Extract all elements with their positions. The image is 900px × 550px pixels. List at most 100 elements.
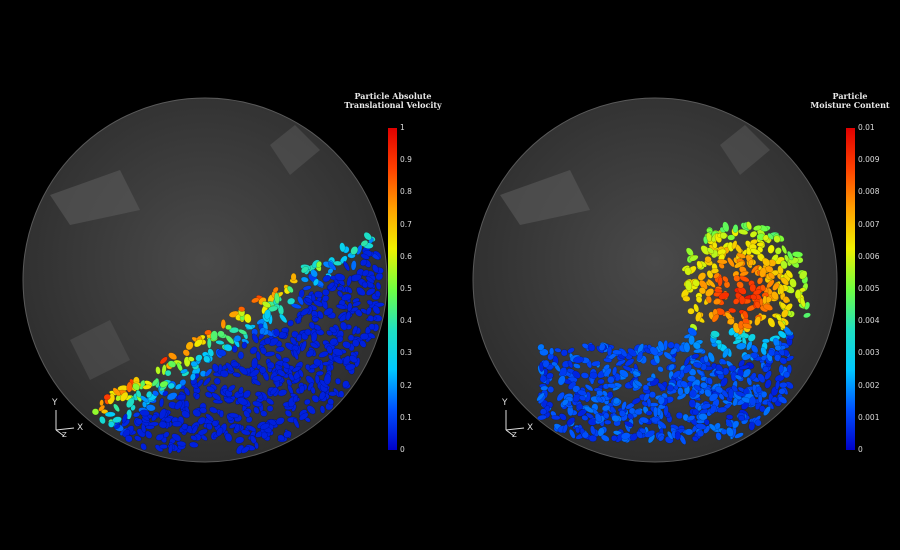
particle <box>199 407 207 414</box>
particle <box>572 385 581 393</box>
particle <box>557 375 566 386</box>
particle <box>704 256 712 263</box>
particle <box>746 221 752 231</box>
particle <box>268 419 277 426</box>
particle <box>596 389 604 397</box>
particle <box>289 336 297 345</box>
particle <box>742 368 752 378</box>
particle <box>240 446 250 454</box>
particle <box>237 351 245 360</box>
particle <box>351 325 358 335</box>
particle <box>668 363 675 371</box>
particle <box>196 379 204 388</box>
particle <box>738 364 750 370</box>
particle <box>615 359 626 366</box>
particle <box>558 413 567 421</box>
particle <box>737 286 747 295</box>
particle <box>253 406 260 414</box>
particle <box>228 412 239 419</box>
particle <box>310 386 316 395</box>
particle <box>575 426 580 434</box>
particle <box>750 344 759 354</box>
particle <box>182 349 190 357</box>
colorbar-tick-label: 1 <box>400 123 405 132</box>
particle <box>670 347 678 355</box>
particle <box>766 279 775 289</box>
particle <box>727 388 734 400</box>
particle <box>313 358 322 367</box>
particle <box>767 244 775 254</box>
particle <box>240 429 251 436</box>
particle <box>636 430 644 439</box>
particle <box>217 330 225 338</box>
particle <box>606 391 613 398</box>
particle-bed <box>91 232 385 455</box>
particle <box>736 252 746 259</box>
particle <box>614 382 622 388</box>
particle <box>693 384 702 391</box>
particle <box>780 277 789 286</box>
particle <box>298 384 305 394</box>
particle <box>146 390 153 399</box>
particle <box>199 370 207 378</box>
particle <box>341 293 352 301</box>
particle <box>151 378 159 387</box>
drum-lifter <box>270 125 320 175</box>
particle <box>220 319 226 329</box>
particle <box>251 378 261 386</box>
particle <box>578 395 587 401</box>
particle <box>657 420 667 429</box>
particle <box>734 432 744 439</box>
particle <box>768 348 776 357</box>
particle <box>368 323 376 331</box>
particle <box>708 423 717 431</box>
particle <box>693 303 700 313</box>
particle <box>726 427 734 437</box>
particle <box>163 431 170 438</box>
particle <box>125 435 133 443</box>
particle <box>773 235 781 243</box>
particle <box>698 287 706 295</box>
particle <box>731 420 740 429</box>
particle <box>764 265 774 273</box>
particle <box>346 275 352 287</box>
particle <box>739 270 749 277</box>
particle <box>225 335 235 345</box>
particle <box>277 434 286 442</box>
colorbar-tick-label: 0.004 <box>858 316 880 326</box>
particle <box>336 335 344 343</box>
particle <box>749 283 757 293</box>
axis-x-label: X <box>77 423 84 433</box>
particle <box>292 349 299 360</box>
particle <box>695 423 707 430</box>
particle <box>334 273 346 282</box>
particle <box>113 403 120 412</box>
particle <box>279 313 288 324</box>
particle <box>290 272 297 282</box>
particle <box>762 303 774 311</box>
particle <box>634 408 643 416</box>
particle <box>777 320 786 330</box>
particle <box>757 373 766 383</box>
particle <box>181 410 191 419</box>
particle <box>365 276 375 284</box>
particle <box>695 296 703 304</box>
particle <box>215 340 225 345</box>
colorbar-tick-label: 0.009 <box>858 155 880 165</box>
particle <box>193 338 203 348</box>
axis-y-label: Y <box>502 398 508 408</box>
particle <box>780 260 788 270</box>
particle <box>254 441 259 450</box>
particle <box>742 310 749 319</box>
particle <box>350 246 359 255</box>
particle <box>108 420 115 428</box>
colorbar-title-line1: Particle <box>832 91 868 101</box>
particle <box>647 433 656 444</box>
particle <box>167 360 177 368</box>
particle <box>219 410 224 418</box>
particle <box>264 351 276 357</box>
particle <box>725 418 733 428</box>
particle <box>374 302 385 308</box>
particle <box>779 357 788 365</box>
particle <box>188 356 195 362</box>
